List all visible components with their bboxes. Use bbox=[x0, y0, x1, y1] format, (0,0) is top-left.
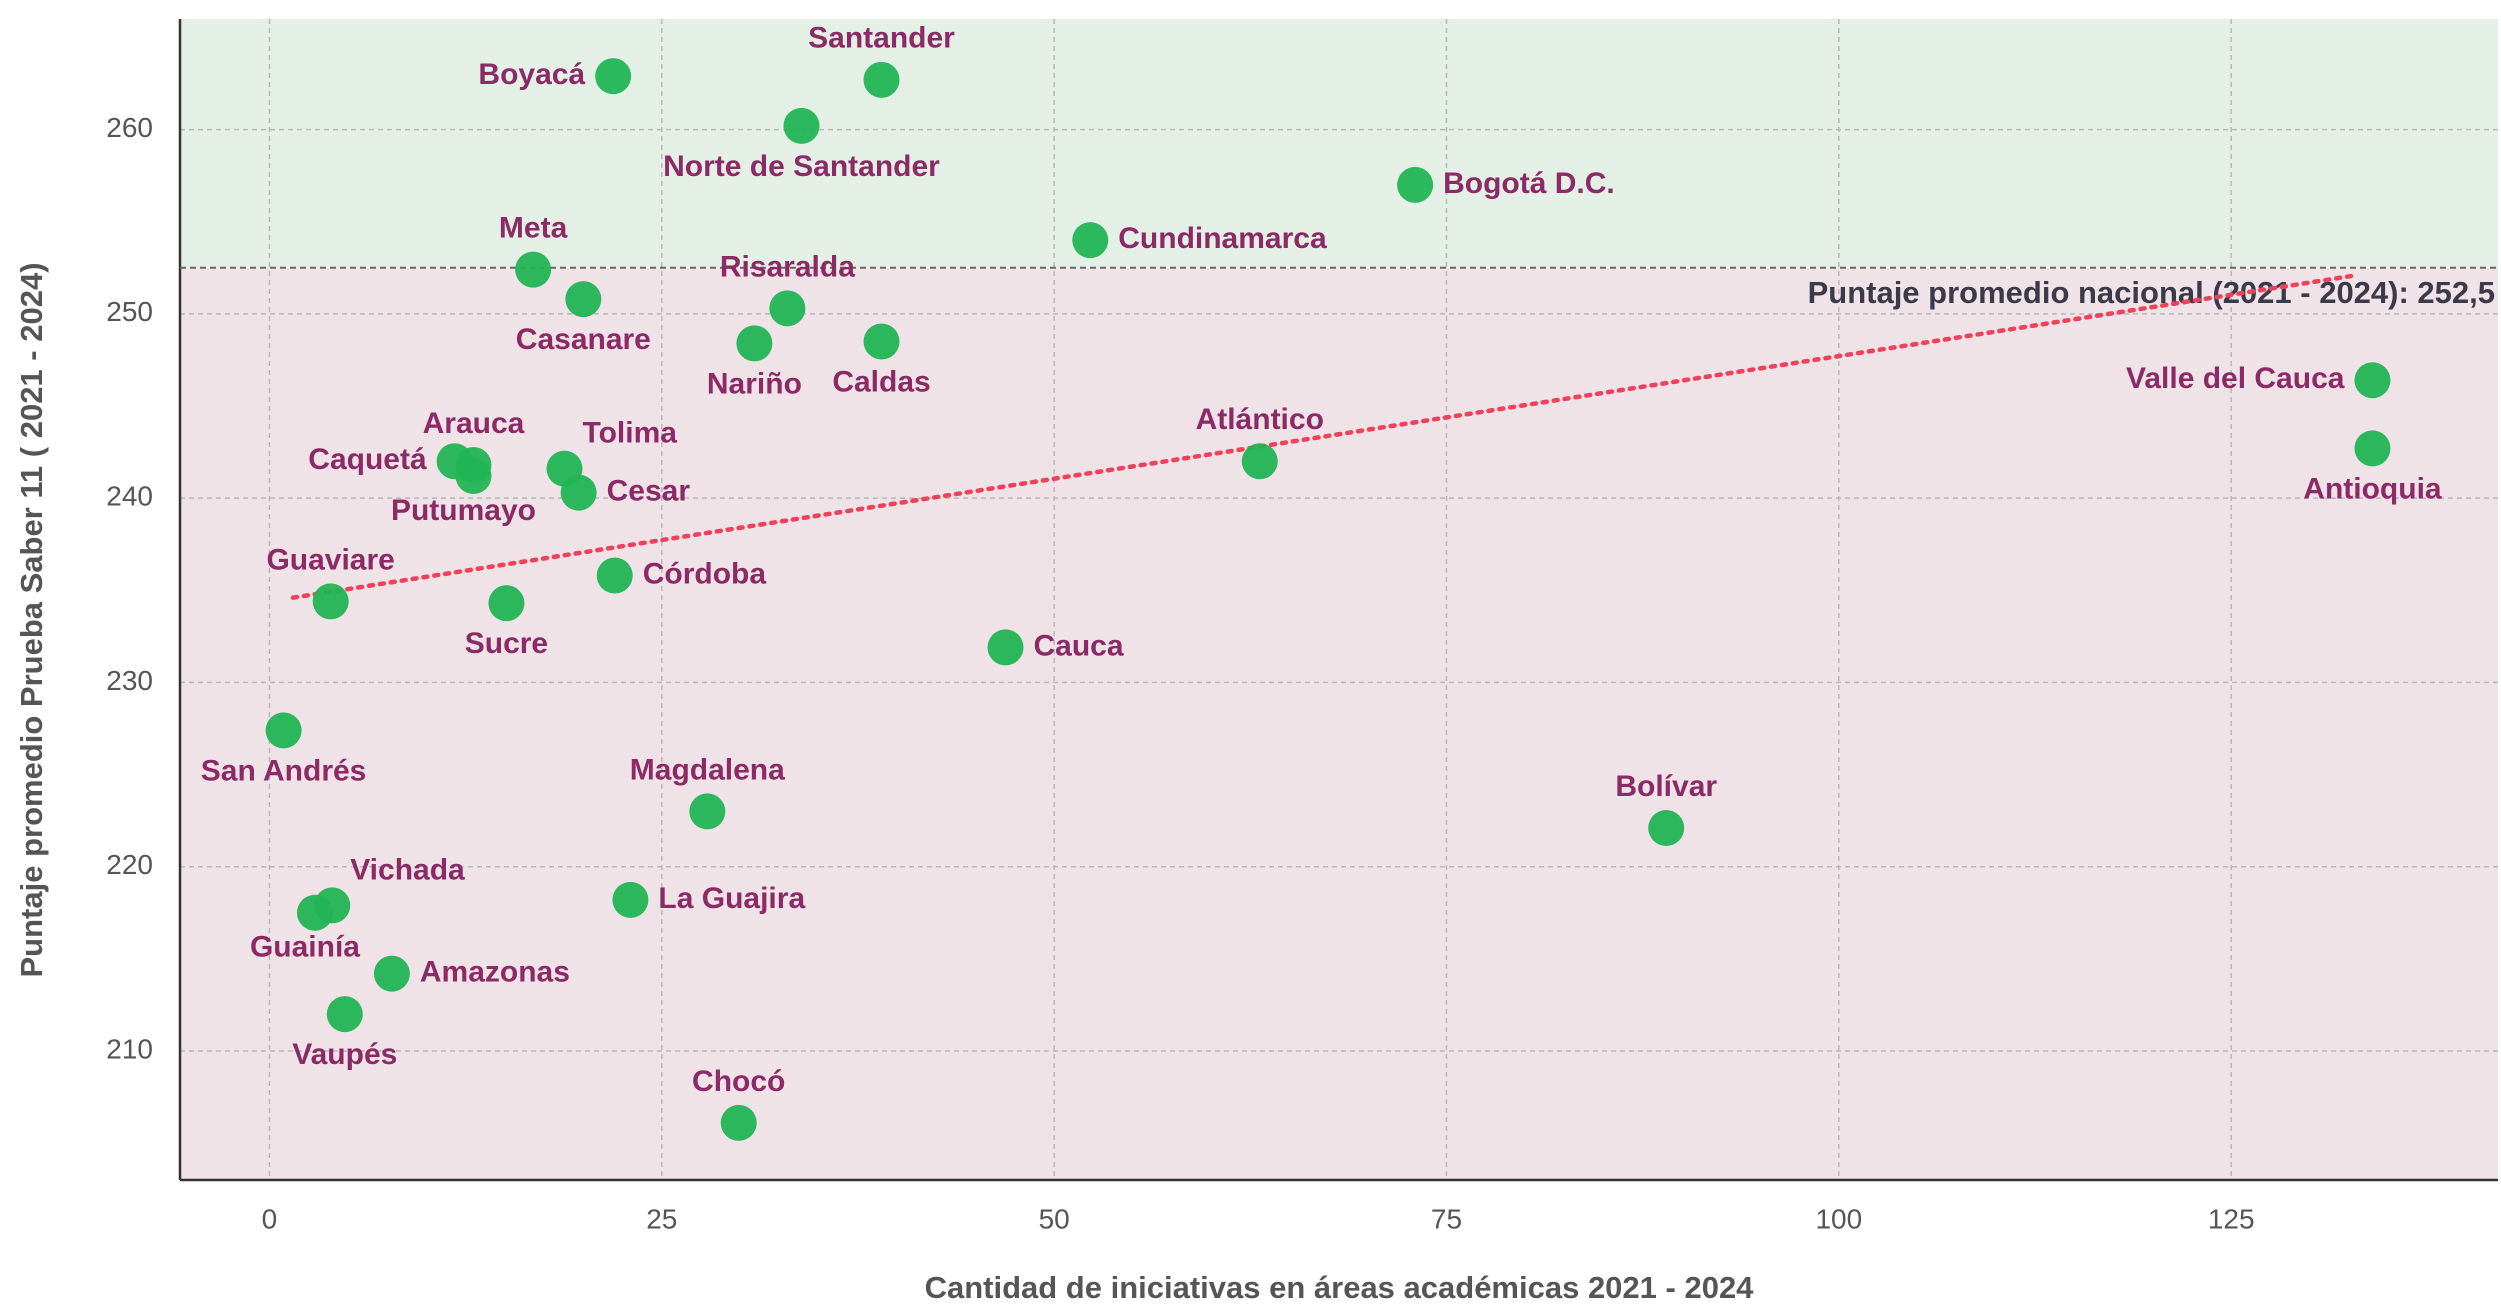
point-label: Córdoba bbox=[643, 557, 767, 590]
point-label: Cesar bbox=[607, 475, 691, 508]
point-label: Antioquia bbox=[2303, 472, 2442, 505]
point bbox=[455, 458, 492, 495]
point-label: Vichada bbox=[350, 853, 465, 886]
point bbox=[1072, 222, 1109, 259]
point bbox=[373, 955, 410, 992]
point-label: Arauca bbox=[423, 407, 525, 440]
point bbox=[2354, 362, 2391, 399]
point bbox=[565, 281, 602, 318]
point bbox=[1648, 810, 1685, 847]
point bbox=[987, 629, 1024, 666]
point bbox=[596, 557, 633, 594]
point bbox=[612, 881, 649, 918]
point bbox=[312, 583, 349, 620]
trend-line bbox=[290, 272, 2360, 600]
point-label: Putumayo bbox=[391, 494, 536, 527]
y-tick-label: 250 bbox=[106, 296, 153, 327]
x-tick-label: 0 bbox=[262, 1203, 278, 1234]
point-label: Bogotá D.C. bbox=[1443, 167, 1615, 200]
point bbox=[296, 894, 333, 931]
x-tick-label: 75 bbox=[1431, 1203, 1462, 1234]
point bbox=[265, 712, 302, 749]
x-tick-label: 100 bbox=[1815, 1203, 1862, 1234]
point bbox=[488, 585, 525, 622]
point bbox=[736, 325, 773, 362]
point bbox=[595, 58, 632, 95]
x-axis-label: Cantidad de iniciativas en áreas académi… bbox=[925, 1270, 1755, 1305]
above-average-zone bbox=[180, 19, 2498, 268]
point-label: Valle del Cauca bbox=[2126, 362, 2345, 395]
point-label: Guaviare bbox=[266, 543, 394, 576]
point-label: Santander bbox=[808, 22, 955, 55]
point-label: Caquetá bbox=[308, 443, 427, 476]
x-tick-label: 125 bbox=[2208, 1203, 2255, 1234]
point-label: La Guajira bbox=[658, 882, 805, 915]
point-label: Sucre bbox=[465, 627, 548, 660]
x-tick-label: 50 bbox=[1039, 1203, 1070, 1234]
below-average-zone bbox=[180, 267, 2498, 1180]
point bbox=[769, 290, 806, 327]
point-label: Magdalena bbox=[630, 753, 785, 786]
point-label: San Andrés bbox=[201, 754, 367, 787]
point-label: Norte de Santander bbox=[663, 150, 940, 183]
reference-label: Puntaje promedio nacional (2021 - 2024):… bbox=[1808, 275, 2495, 310]
point-label: Tolima bbox=[583, 417, 678, 450]
point bbox=[689, 793, 726, 830]
point-label: Cauca bbox=[1034, 629, 1124, 662]
y-tick-label: 240 bbox=[106, 481, 153, 512]
point bbox=[326, 996, 363, 1033]
point bbox=[783, 107, 820, 144]
point bbox=[863, 61, 900, 98]
y-tick-label: 260 bbox=[106, 112, 153, 143]
point bbox=[720, 1104, 757, 1141]
point-label: Casanare bbox=[516, 323, 651, 356]
point-label: Risaralda bbox=[720, 250, 855, 283]
y-tick-label: 220 bbox=[106, 849, 153, 880]
point-label: Boyacá bbox=[478, 58, 585, 91]
point-label: Chocó bbox=[692, 1065, 785, 1098]
point-label: Meta bbox=[499, 212, 568, 245]
point-label: Bolívar bbox=[1615, 770, 1717, 803]
point-label: Caldas bbox=[832, 365, 930, 398]
point-label: Vaupés bbox=[292, 1038, 397, 1071]
y-tick-label: 210 bbox=[106, 1033, 153, 1064]
point bbox=[515, 251, 552, 288]
y-tick-label: 230 bbox=[106, 665, 153, 696]
point bbox=[863, 323, 900, 360]
point bbox=[2354, 430, 2391, 467]
x-tick-label: 25 bbox=[646, 1203, 677, 1234]
point-label: Cundinamarca bbox=[1118, 222, 1327, 255]
point-label: Nariño bbox=[707, 367, 802, 400]
point-label: Amazonas bbox=[420, 956, 570, 989]
point-label: Atlántico bbox=[1196, 403, 1324, 436]
point bbox=[1241, 443, 1278, 480]
y-axis-label: Puntaje promedio Prueba Saber 11 ( 2021 … bbox=[14, 262, 49, 977]
point-label: Guainía bbox=[250, 931, 360, 964]
point bbox=[560, 474, 597, 511]
point bbox=[1397, 166, 1434, 203]
